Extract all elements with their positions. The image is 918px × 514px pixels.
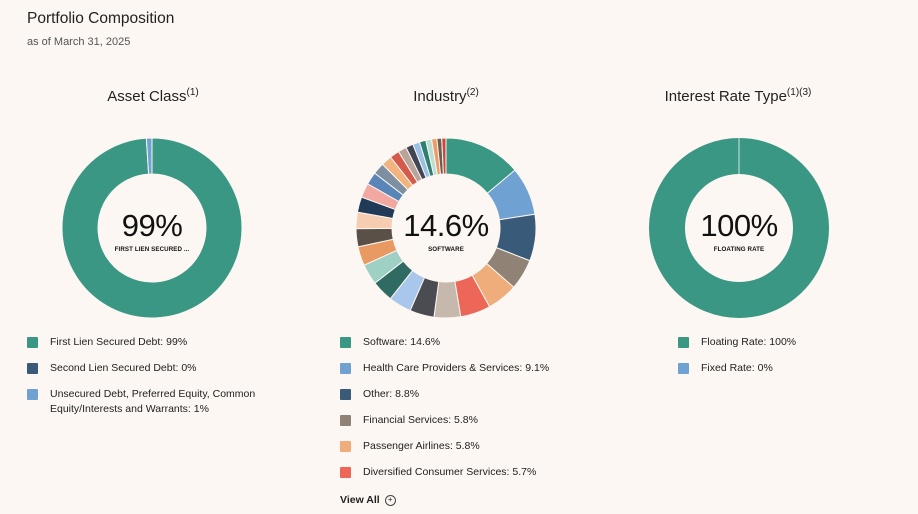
legend-swatch [340,441,351,452]
donut-slice[interactable] [145,137,153,175]
legend-swatch [27,337,38,348]
interest-rate-center-value: 100% [700,207,778,243]
interest-rate-legend: Floating Rate: 100% Fixed Rate: 0% [678,335,898,387]
legend-item[interactable]: Unsecured Debt, Preferred Equity, Common… [27,387,282,417]
legend-swatch [340,389,351,400]
industry-panel: Industry(2) [296,86,596,108]
legend-swatch [678,363,689,374]
legend-item[interactable]: Other: 8.8% [340,387,600,402]
interest-rate-donut[interactable]: 100% FLOATING RATE [648,137,830,319]
page-subtitle: as of March 31, 2025 [27,36,131,48]
asset-class-panel: Asset Class(1) [0,86,300,108]
legend-swatch [340,363,351,374]
page-header: Portfolio Composition as of March 31, 20… [27,10,174,48]
legend-swatch [27,389,38,400]
donut-slice[interactable] [61,137,243,319]
industry-title: Industry(2) [413,87,479,106]
legend-swatch [340,467,351,478]
interest-rate-donut-svg [649,138,829,318]
legend-item[interactable]: Fixed Rate: 0% [678,361,898,376]
legend-swatch [340,337,351,348]
asset-class-donut-svg [61,137,243,319]
legend-item[interactable]: Diversified Consumer Services: 5.7% [340,465,600,480]
interest-rate-panel: Interest Rate Type(1)(3) [588,86,888,108]
asset-class-center-value: 99% [121,207,183,243]
legend-swatch [340,415,351,426]
legend-item[interactable]: Software: 14.6% [340,335,600,350]
interest-rate-center-label: FLOATING RATE [713,245,765,253]
legend-item[interactable]: Floating Rate: 100% [678,335,898,350]
plus-circle-icon: + [384,494,396,506]
legend-item[interactable]: Second Lien Secured Debt: 0% [27,361,282,376]
asset-class-center-label: FIRST LIEN SECURED ... [114,245,190,253]
page-title: Portfolio Composition [27,10,175,27]
legend-item[interactable]: First Lien Secured Debt: 99% [27,335,282,350]
asset-class-legend: First Lien Secured Debt: 99% Second Lien… [27,335,282,428]
industry-center-label: SOFTWARE [428,245,464,253]
industry-donut[interactable]: 14.6% SOFTWARE [355,137,537,319]
industry-legend: Software: 14.6% Health Care Providers & … [340,335,600,491]
donut-slice[interactable] [441,137,447,175]
industry-donut-svg [355,137,537,319]
view-all-link[interactable]: View All + [340,494,396,506]
legend-swatch [678,337,689,348]
industry-center-value: 14.6% [403,207,489,243]
legend-item[interactable]: Financial Services: 5.8% [340,413,600,428]
legend-item[interactable]: Passenger Airlines: 5.8% [340,439,600,454]
asset-class-donut[interactable]: 99% FIRST LIEN SECURED ... [61,137,243,319]
legend-item[interactable]: Health Care Providers & Services: 9.1% [340,361,600,376]
asset-class-title: Asset Class(1) [107,87,199,106]
interest-rate-title: Interest Rate Type(1)(3) [664,87,812,106]
legend-swatch [27,363,38,374]
